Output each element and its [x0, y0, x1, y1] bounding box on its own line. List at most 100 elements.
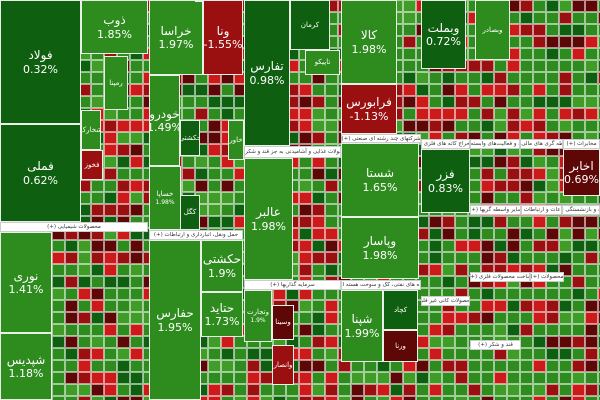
- stock-cell[interactable]: [52, 240, 65, 252]
- stock-cell[interactable]: [273, 384, 286, 396]
- stock-cell[interactable]: [312, 324, 325, 336]
- stock-cell[interactable]: [455, 108, 468, 120]
- stock-cell[interactable]: [585, 276, 598, 288]
- stock-cell[interactable]: [104, 192, 117, 204]
- stock-cell[interactable]: [585, 36, 598, 48]
- stock-cell[interactable]: [312, 384, 325, 396]
- stock-cell[interactable]: [429, 240, 442, 252]
- stock-cell[interactable]: [442, 72, 455, 84]
- stock-cell[interactable]: [429, 360, 442, 372]
- stock-cell[interactable]: [481, 180, 494, 192]
- stock-cell[interactable]: [533, 72, 546, 84]
- stock-tile[interactable]: وبملت 0.72%: [421, 0, 466, 69]
- stock-cell[interactable]: [117, 192, 130, 204]
- stock-cell[interactable]: [65, 288, 78, 300]
- stock-cell[interactable]: [195, 84, 208, 96]
- stock-cell[interactable]: [403, 48, 416, 60]
- stock-cell[interactable]: [208, 360, 221, 372]
- stock-cell[interactable]: [208, 204, 221, 216]
- stock-cell[interactable]: [130, 240, 143, 252]
- stock-cell[interactable]: [117, 288, 130, 300]
- stock-cell[interactable]: [312, 168, 325, 180]
- stock-cell[interactable]: [130, 156, 143, 168]
- stock-cell[interactable]: [520, 72, 533, 84]
- sector-header[interactable]: ساخت محصولات فلزی (+): [470, 272, 530, 282]
- stock-cell[interactable]: [598, 216, 600, 228]
- stock-cell[interactable]: [117, 240, 130, 252]
- stock-cell[interactable]: [78, 372, 91, 384]
- stock-cell[interactable]: [325, 120, 338, 132]
- stock-cell[interactable]: [455, 240, 468, 252]
- stock-cell[interactable]: [442, 252, 455, 264]
- stock-cell[interactable]: [494, 72, 507, 84]
- stock-cell[interactable]: [117, 204, 130, 216]
- stock-cell[interactable]: [312, 120, 325, 132]
- stock-cell[interactable]: [494, 120, 507, 132]
- stock-cell[interactable]: [52, 300, 65, 312]
- stock-cell[interactable]: [117, 252, 130, 264]
- stock-cell[interactable]: [572, 384, 585, 396]
- stock-cell[interactable]: [403, 36, 416, 48]
- stock-cell[interactable]: [65, 336, 78, 348]
- stock-cell[interactable]: [494, 384, 507, 396]
- stock-cell[interactable]: [585, 348, 598, 360]
- stock-cell[interactable]: [455, 372, 468, 384]
- stock-cell[interactable]: [481, 240, 494, 252]
- stock-cell[interactable]: [546, 312, 559, 324]
- stock-cell[interactable]: [182, 84, 195, 96]
- stock-cell[interactable]: [130, 72, 143, 84]
- stock-cell[interactable]: [481, 168, 494, 180]
- stock-cell[interactable]: [546, 156, 559, 168]
- stock-cell[interactable]: [247, 348, 260, 360]
- stock-cell[interactable]: [351, 396, 364, 400]
- stock-cell[interactable]: [416, 384, 429, 396]
- stock-cell[interactable]: [520, 24, 533, 36]
- stock-cell[interactable]: [403, 60, 416, 72]
- stock-cell[interactable]: [78, 336, 91, 348]
- stock-cell[interactable]: [455, 276, 468, 288]
- stock-tile[interactable]: فولاد 0.32%: [0, 0, 81, 124]
- stock-cell[interactable]: [429, 72, 442, 84]
- stock-cell[interactable]: [507, 228, 520, 240]
- stock-cell[interactable]: [598, 108, 600, 120]
- stock-tile[interactable]: کالا 1.98%: [341, 0, 397, 84]
- stock-cell[interactable]: [455, 216, 468, 228]
- stock-cell[interactable]: [65, 396, 78, 400]
- stock-cell[interactable]: [494, 312, 507, 324]
- stock-cell[interactable]: [117, 180, 130, 192]
- stock-cell[interactable]: [494, 96, 507, 108]
- stock-cell[interactable]: [481, 360, 494, 372]
- stock-cell[interactable]: [403, 396, 416, 400]
- stock-cell[interactable]: [221, 168, 234, 180]
- stock-cell[interactable]: [468, 252, 481, 264]
- stock-cell[interactable]: [208, 132, 221, 144]
- stock-cell[interactable]: [442, 228, 455, 240]
- stock-cell[interactable]: [507, 324, 520, 336]
- stock-cell[interactable]: [338, 396, 351, 400]
- stock-cell[interactable]: [468, 384, 481, 396]
- stock-cell[interactable]: [104, 276, 117, 288]
- stock-cell[interactable]: [520, 60, 533, 72]
- stock-cell[interactable]: [598, 276, 600, 288]
- stock-cell[interactable]: [130, 252, 143, 264]
- stock-cell[interactable]: [403, 72, 416, 84]
- stock-cell[interactable]: [520, 252, 533, 264]
- stock-tile[interactable]: حتاید 1.73%: [201, 292, 243, 337]
- stock-cell[interactable]: [234, 348, 247, 360]
- stock-cell[interactable]: [130, 324, 143, 336]
- stock-cell[interactable]: [325, 312, 338, 324]
- stock-cell[interactable]: [559, 240, 572, 252]
- stock-cell[interactable]: [234, 396, 247, 400]
- stock-cell[interactable]: [221, 216, 234, 228]
- stock-cell[interactable]: [546, 396, 559, 400]
- stock-cell[interactable]: [52, 312, 65, 324]
- stock-cell[interactable]: [455, 336, 468, 348]
- stock-cell[interactable]: [507, 84, 520, 96]
- stock-cell[interactable]: [546, 108, 559, 120]
- stock-cell[interactable]: [299, 300, 312, 312]
- stock-cell[interactable]: [494, 252, 507, 264]
- stock-cell[interactable]: [546, 0, 559, 12]
- stock-cell[interactable]: [533, 96, 546, 108]
- stock-cell[interactable]: [546, 192, 559, 204]
- stock-cell[interactable]: [364, 396, 377, 400]
